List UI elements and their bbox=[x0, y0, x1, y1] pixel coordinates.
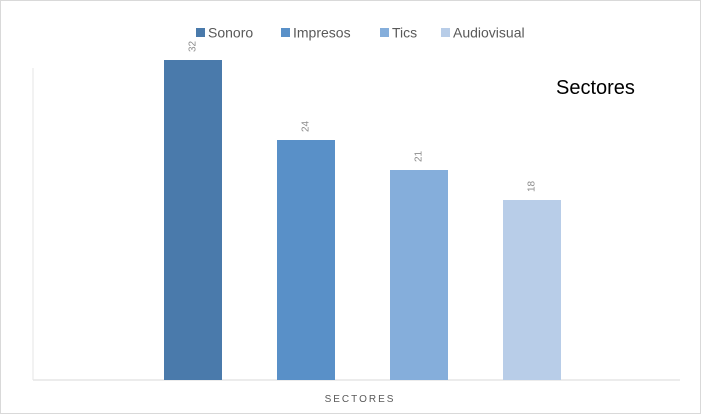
legend-swatch-tics bbox=[380, 28, 389, 37]
legend-swatch-sonoro bbox=[196, 28, 205, 37]
bar-sonoro bbox=[164, 60, 222, 380]
legend-label-audiovisual: Audiovisual bbox=[453, 25, 525, 41]
legend-item-tics: Tics bbox=[380, 25, 417, 41]
data-labels: 32 24 21 18 bbox=[188, 40, 538, 192]
legend-item-sonoro: Sonoro bbox=[196, 25, 253, 41]
data-label-impresos: 24 bbox=[301, 120, 312, 132]
chart-title: Sectores bbox=[556, 77, 635, 99]
legend-item-audiovisual: Audiovisual bbox=[441, 25, 525, 41]
legend-swatch-impresos bbox=[281, 28, 290, 37]
bar-impresos bbox=[277, 140, 335, 380]
bar-tics bbox=[390, 170, 448, 380]
data-label-sonoro: 32 bbox=[188, 40, 199, 52]
x-axis-title: SECTORES bbox=[325, 394, 396, 405]
bar-audiovisual bbox=[503, 200, 561, 380]
legend-label-sonoro: Sonoro bbox=[208, 25, 253, 41]
bars bbox=[164, 60, 561, 380]
legend-item-impresos: Impresos bbox=[281, 25, 351, 41]
data-label-tics: 21 bbox=[414, 150, 425, 162]
data-label-audiovisual: 18 bbox=[527, 180, 538, 192]
legend-label-tics: Tics bbox=[392, 25, 417, 41]
legend-swatch-audiovisual bbox=[441, 28, 450, 37]
legend-label-impresos: Impresos bbox=[293, 25, 351, 41]
legend: Sonoro Impresos Tics Audiovisual bbox=[196, 25, 525, 41]
